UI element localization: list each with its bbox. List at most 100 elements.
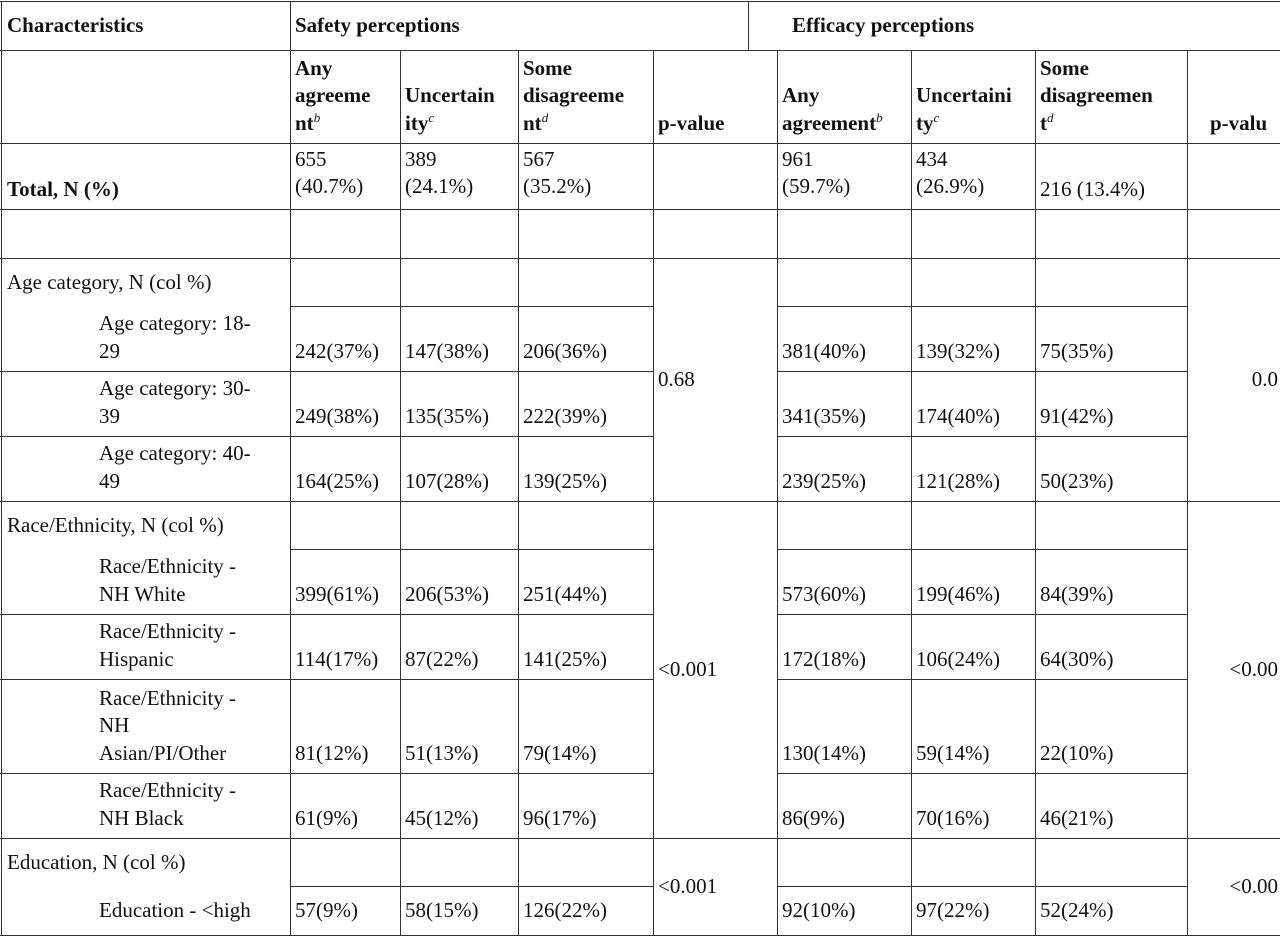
rule xyxy=(748,1,749,51)
rule xyxy=(0,501,1280,502)
education-p-value-safety: <0.001 xyxy=(658,874,718,899)
rule xyxy=(0,838,1280,839)
age-row-cell: 381(40%) xyxy=(782,338,866,363)
safety-any-agreement-header: Any agreeme ntb xyxy=(295,56,371,135)
efficacy-uncertainty-header: Uncertaini tyc xyxy=(916,83,1012,135)
age-row-cell: 222(39%) xyxy=(523,403,607,428)
rule xyxy=(0,679,653,680)
race-row-cell: 114(17%) xyxy=(295,646,379,671)
rule xyxy=(0,143,1280,144)
rule xyxy=(777,679,1187,680)
rule xyxy=(290,886,653,887)
age-row-cell: 107(28%) xyxy=(405,468,489,493)
race-row-cell: 96(17%) xyxy=(523,805,597,830)
rule xyxy=(0,935,1280,936)
rule xyxy=(777,614,1187,615)
total-safety-uncertainty: 389 (24.1%) xyxy=(405,147,474,199)
race-row-cell: 61(9%) xyxy=(295,805,358,830)
total-efficacy-uncertainty: 434 (26.9%) xyxy=(916,147,985,199)
total-safety-any-agreement: 655 (40.7%) xyxy=(295,147,364,199)
race-row-cell: 141(25%) xyxy=(523,646,607,671)
rule xyxy=(0,1,1280,2)
race-row-cell: 130(14%) xyxy=(782,740,866,765)
rule xyxy=(0,50,1280,51)
race-p-value-efficacy: <0.00 xyxy=(1229,657,1278,682)
education-row-cell: 97(22%) xyxy=(916,898,990,923)
rule xyxy=(290,306,653,307)
rule xyxy=(0,371,653,372)
age-row-cell: 164(25%) xyxy=(295,468,379,493)
education-p-value-efficacy: <0.00 xyxy=(1229,874,1278,899)
rule xyxy=(518,50,519,936)
rule xyxy=(777,773,1187,774)
rule xyxy=(653,50,654,936)
age-row-cell: 121(28%) xyxy=(916,468,1000,493)
characteristics-header: Characteristics xyxy=(7,12,144,37)
race-row-label: Race/Ethnicity - NH White xyxy=(99,554,237,606)
age-row-cell: 135(35%) xyxy=(405,403,489,428)
rule xyxy=(777,886,1187,887)
race-row-cell: 84(39%) xyxy=(1040,581,1114,606)
age-row-cell: 206(36%) xyxy=(523,338,607,363)
education-row-cell: 126(22%) xyxy=(523,898,607,923)
age-row-label: Age category: 18- 29 xyxy=(99,311,251,363)
race-row-cell: 199(46%) xyxy=(916,581,1000,606)
education-row-label: Education - <high xyxy=(99,898,251,923)
age-row-label: Age category: 30- 39 xyxy=(99,376,251,428)
rule xyxy=(1187,50,1188,936)
race-row-label: Race/Ethnicity - NH Asian/PI/Other xyxy=(99,686,237,765)
education-row-cell: 92(10%) xyxy=(782,898,856,923)
safety-p-value-header: p-value xyxy=(658,110,725,135)
rule xyxy=(911,50,912,936)
rule xyxy=(0,209,1280,210)
age-p-value-efficacy: 0.0 xyxy=(1251,367,1278,392)
rule xyxy=(0,436,653,437)
race-row-cell: 81(12%) xyxy=(295,740,369,765)
race-p-value-safety: <0.001 xyxy=(658,657,718,682)
rule xyxy=(777,549,1187,550)
age-row-cell: 139(32%) xyxy=(916,338,1000,363)
age-row-label: Age category: 40- 49 xyxy=(99,441,251,493)
safety-some-disagreement-header: Some disagreeme ntd xyxy=(523,56,625,135)
race-row-cell: 51(13%) xyxy=(405,740,479,765)
rule xyxy=(777,436,1187,437)
efficacy-group-header: Efficacy perceptions xyxy=(792,12,975,37)
age-row-cell: 75(35%) xyxy=(1040,338,1114,363)
age-row-cell: 91(42%) xyxy=(1040,403,1114,428)
total-efficacy-any-agreement: 961 (59.7%) xyxy=(782,147,851,199)
total-label: Total, N (%) xyxy=(7,176,119,201)
efficacy-some-disagreement-header: Some disagreemen td xyxy=(1040,56,1153,135)
race-row-cell: 64(30%) xyxy=(1040,646,1114,671)
race-row-cell: 46(21%) xyxy=(1040,805,1114,830)
age-row-cell: 50(23%) xyxy=(1040,468,1114,493)
race-row-cell: 573(60%) xyxy=(782,581,866,606)
age-row-cell: 139(25%) xyxy=(523,468,607,493)
race-row-label: Race/Ethnicity - NH Black xyxy=(99,778,237,830)
rule xyxy=(290,549,653,550)
total-safety-some-disagreement: 567 (35.2%) xyxy=(523,147,592,199)
safety-group-header: Safety perceptions xyxy=(295,12,460,37)
race-row-cell: 59(14%) xyxy=(916,740,990,765)
age-row-cell: 341(35%) xyxy=(782,403,866,428)
rule xyxy=(1,1,2,936)
rule xyxy=(1035,50,1036,936)
rule xyxy=(0,614,653,615)
age-section-header: Age category, N (col %) xyxy=(7,269,212,294)
rule xyxy=(0,773,653,774)
rule xyxy=(777,306,1187,307)
education-row-cell: 58(15%) xyxy=(405,898,479,923)
race-row-cell: 206(53%) xyxy=(405,581,489,606)
race-section-header: Race/Ethnicity, N (col %) xyxy=(7,512,224,537)
race-row-cell: 251(44%) xyxy=(523,581,607,606)
race-row-cell: 86(9%) xyxy=(782,805,845,830)
age-row-cell: 242(37%) xyxy=(295,338,379,363)
age-row-cell: 249(38%) xyxy=(295,403,379,428)
age-row-cell: 147(38%) xyxy=(405,338,489,363)
race-row-cell: 79(14%) xyxy=(523,740,597,765)
rule xyxy=(777,371,1187,372)
race-row-cell: 70(16%) xyxy=(916,805,990,830)
education-row-cell: 52(24%) xyxy=(1040,898,1114,923)
rule xyxy=(290,1,291,936)
race-row-cell: 45(12%) xyxy=(405,805,479,830)
